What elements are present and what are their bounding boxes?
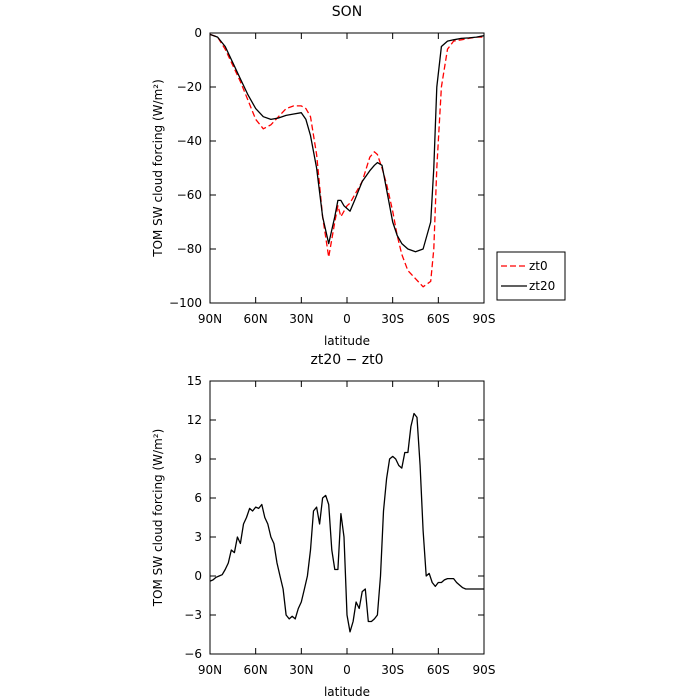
x-tick-label: 30S	[381, 312, 404, 326]
x-tick-label: 60S	[427, 312, 450, 326]
legend-box	[496, 251, 566, 301]
x-tick-label: 90N	[198, 312, 222, 326]
x-tick-label: 30N	[289, 663, 313, 677]
chart-title: zt20 − zt0	[310, 352, 383, 368]
y-tick-label: 9	[194, 452, 202, 466]
series-line-zt20	[209, 33, 485, 253]
x-axis-label: latitude	[324, 334, 370, 348]
x-tick-label: 90N	[198, 663, 222, 677]
y-tick-label: 0	[194, 26, 202, 40]
legend: zt0 zt20	[496, 251, 566, 301]
x-axis-label: latitude	[324, 685, 370, 699]
legend-label-zt20: zt20	[529, 279, 555, 293]
y-axis-label: TOM SW cloud forcing (W/m²)	[151, 79, 165, 258]
chart-title: SON	[332, 4, 362, 20]
y-tick-label: 15	[187, 374, 202, 388]
plot-frame	[209, 32, 485, 304]
y-tick-label: −100	[169, 296, 202, 310]
x-tick-label: 90S	[473, 312, 496, 326]
y-tick-label: 3	[194, 530, 202, 544]
y-tick-label: 12	[187, 413, 202, 427]
x-tick-label: 0	[343, 663, 351, 677]
y-axis-label: TOM SW cloud forcing (W/m²)	[151, 429, 165, 608]
y-tick-label: −20	[177, 80, 202, 94]
x-tick-label: 30N	[289, 312, 313, 326]
series-line-zt0	[209, 33, 484, 288]
y-tick-label: −60	[177, 188, 202, 202]
panel-son: SON 90N 60N 30N 0 30S 60S 90S 0 −20 −40 −60 −80 −100 l…	[151, 4, 566, 348]
y-tick-label: 6	[194, 491, 202, 505]
x-tick-label: 60N	[244, 663, 268, 677]
x-tick-label: 30S	[381, 663, 404, 677]
x-tick-label: 0	[343, 312, 351, 326]
y-tick-label: −80	[177, 242, 202, 256]
x-tick-label: 60S	[427, 663, 450, 677]
panel-difference: zt20 − zt0 90N 60N 30N 0 30S 60S 90S 15 12 9 6 3 0 −3 −…	[151, 352, 495, 699]
y-tick-label: −3	[184, 608, 202, 622]
y-tick-label: −6	[184, 647, 202, 661]
x-tick-label: 90S	[473, 663, 496, 677]
x-tick-label: 60N	[244, 312, 268, 326]
y-tick-label: −40	[177, 134, 202, 148]
y-tick-label: 0	[194, 569, 202, 583]
series-line-difference	[209, 412, 484, 633]
legend-label-zt0: zt0	[529, 259, 548, 273]
